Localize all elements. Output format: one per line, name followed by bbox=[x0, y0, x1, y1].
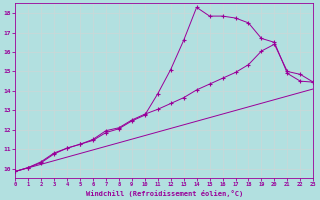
X-axis label: Windchill (Refroidissement éolien,°C): Windchill (Refroidissement éolien,°C) bbox=[85, 190, 243, 197]
